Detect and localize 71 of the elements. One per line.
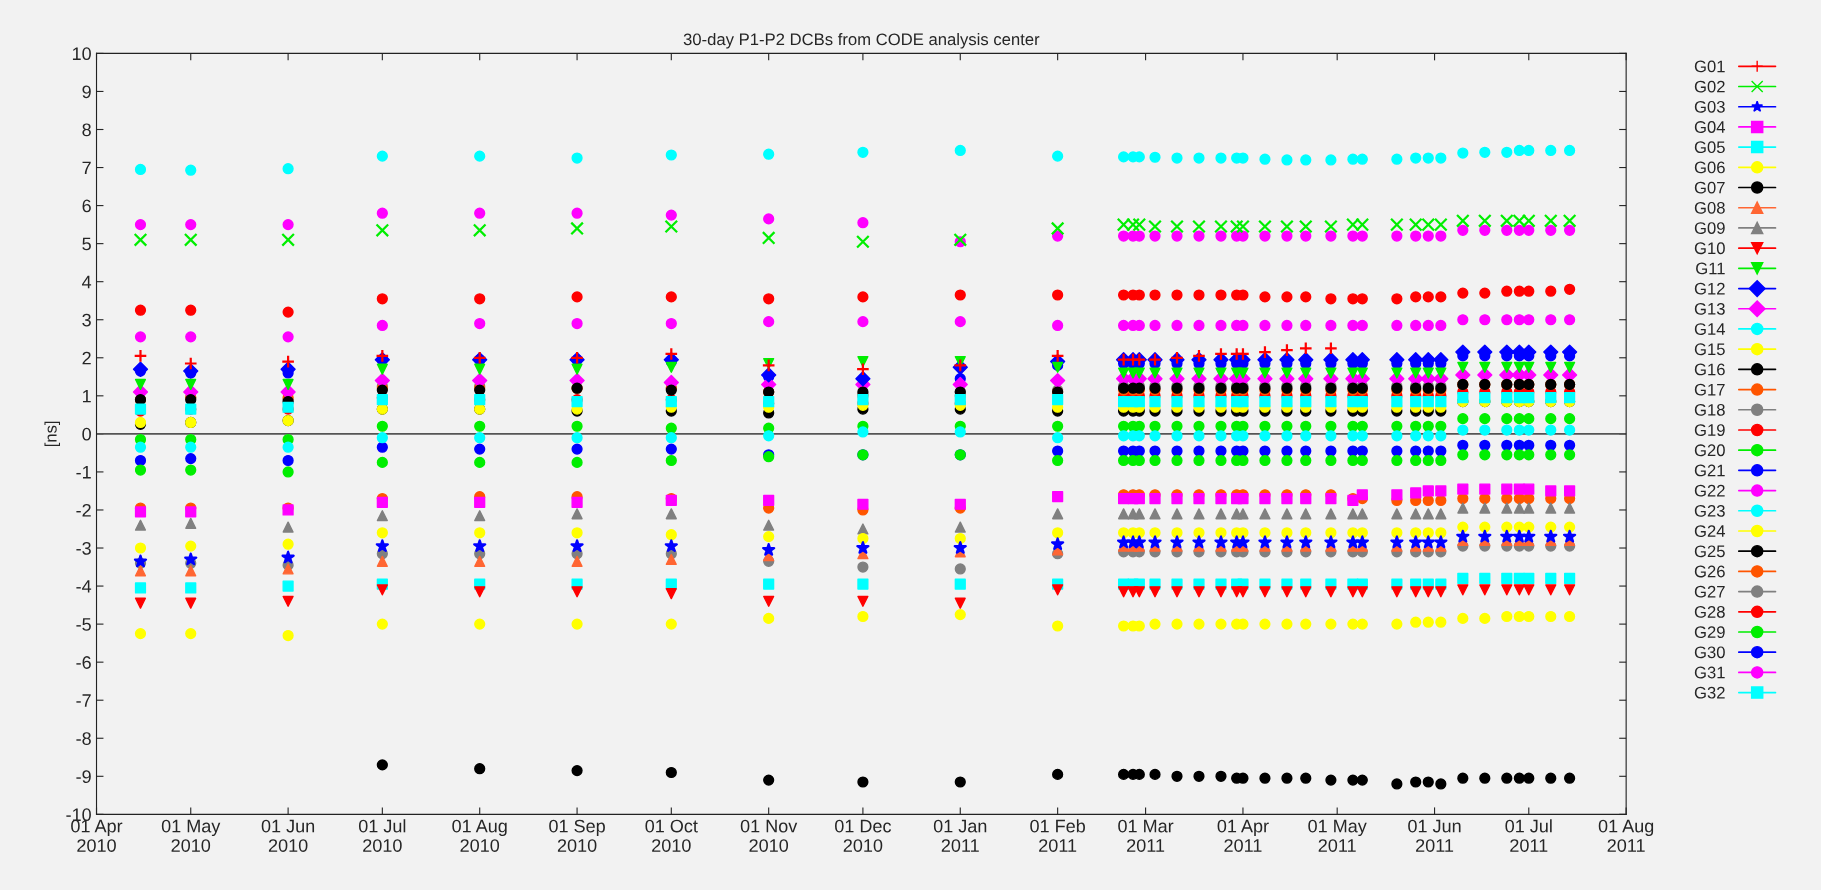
- legend-label: G14: [1694, 323, 1726, 335]
- legend-label: G02: [1694, 80, 1725, 93]
- y-tick-label: -1: [76, 466, 91, 479]
- legend-label: G11: [1696, 262, 1725, 275]
- y-tick-label: -2: [76, 503, 91, 517]
- y-tick-label: 5: [82, 237, 91, 251]
- y-axis-title: [ns]: [44, 421, 60, 447]
- legend-label: G20: [1694, 444, 1725, 457]
- y-tick-label: 10: [72, 47, 91, 61]
- y-tick-label: -4: [76, 580, 92, 593]
- legend-label: G22: [1694, 484, 1725, 497]
- legend-label: G32: [1694, 686, 1725, 699]
- x-tick-label: 01 Dec 2010: [835, 819, 892, 852]
- y-tick-label: -7: [76, 694, 91, 707]
- x-tick-label: 01 Feb 2011: [1030, 819, 1085, 852]
- y-tick-label: -6: [76, 656, 91, 669]
- y-tick-label: 2: [82, 351, 91, 365]
- y-tick-label: 4: [82, 275, 92, 289]
- y-tick-label: -3: [76, 541, 91, 555]
- x-tick-label: 01 Aug 2010: [452, 819, 507, 852]
- legend-label: G18: [1694, 403, 1725, 416]
- legend-label: G15: [1694, 343, 1725, 356]
- x-tick-label: 01 Jun 2010: [261, 819, 315, 852]
- legend-label: G31: [1694, 666, 1725, 679]
- legend-label: G19: [1694, 424, 1725, 436]
- y-tick-label: -5: [76, 618, 91, 631]
- legend-label: G08: [1694, 201, 1725, 214]
- y-tick-label: 7: [82, 161, 91, 175]
- x-tick-label: 01 Jan 2011: [933, 819, 987, 852]
- legend-label: G27: [1694, 585, 1725, 598]
- x-tick-label: 01 Nov 2010: [740, 819, 798, 852]
- legend-label: G26: [1694, 565, 1725, 578]
- x-tick-label: 01 Jul 2010: [358, 819, 406, 852]
- legend-label: G17: [1694, 383, 1725, 396]
- legend-label: G09: [1694, 222, 1725, 234]
- x-tick-label: 01 Sep 2010: [549, 819, 605, 852]
- x-tick-label: 01 Apr 2011: [1217, 819, 1269, 852]
- y-tick-label: 0: [82, 427, 91, 441]
- legend-label: G25: [1694, 545, 1725, 558]
- x-tick-label: 01 Mar 2011: [1118, 819, 1174, 852]
- legend-label: G23: [1694, 504, 1725, 517]
- x-tick-label: 01 Oct 2010: [645, 819, 698, 852]
- legend-label: G05: [1694, 141, 1725, 154]
- y-tick-label: -10: [66, 808, 91, 822]
- legend-label: G24: [1694, 525, 1726, 537]
- legend-label: G13: [1694, 302, 1725, 315]
- legend-label: G07: [1694, 181, 1725, 194]
- legend-label: G16: [1694, 363, 1725, 376]
- y-tick-label: 6: [82, 199, 91, 213]
- y-tick-label: 1: [82, 389, 91, 403]
- legend-label: G29: [1694, 626, 1725, 638]
- legend-label: G10: [1694, 242, 1725, 255]
- y-tick-label: -8: [76, 732, 91, 745]
- y-tick-label: 8: [82, 123, 91, 137]
- legend-label: G21: [1694, 464, 1725, 477]
- legend-label: G06: [1694, 161, 1725, 174]
- legend-label: G28: [1694, 605, 1725, 618]
- legend-label: G04: [1694, 121, 1726, 133]
- legend-label: G12: [1694, 282, 1725, 295]
- chart-title: 30-day P1-P2 DCBs from CODE analysis center: [683, 32, 1040, 49]
- x-tick-label: 01 Jun 2011: [1408, 819, 1461, 852]
- y-tick-label: 9: [82, 85, 91, 99]
- x-tick-label: 01 Jul 2011: [1505, 819, 1552, 852]
- x-tick-label: 01 May 2010: [161, 819, 221, 852]
- y-tick-label: 3: [82, 313, 91, 327]
- legend-label: G01: [1694, 60, 1725, 73]
- y-tick-label: -9: [76, 770, 91, 784]
- x-tick-label: 01 May 2011: [1308, 819, 1367, 852]
- x-tick-label: 01 Aug 2011: [1598, 819, 1654, 852]
- legend-label: G03: [1694, 100, 1725, 113]
- legend-label: G30: [1694, 646, 1725, 659]
